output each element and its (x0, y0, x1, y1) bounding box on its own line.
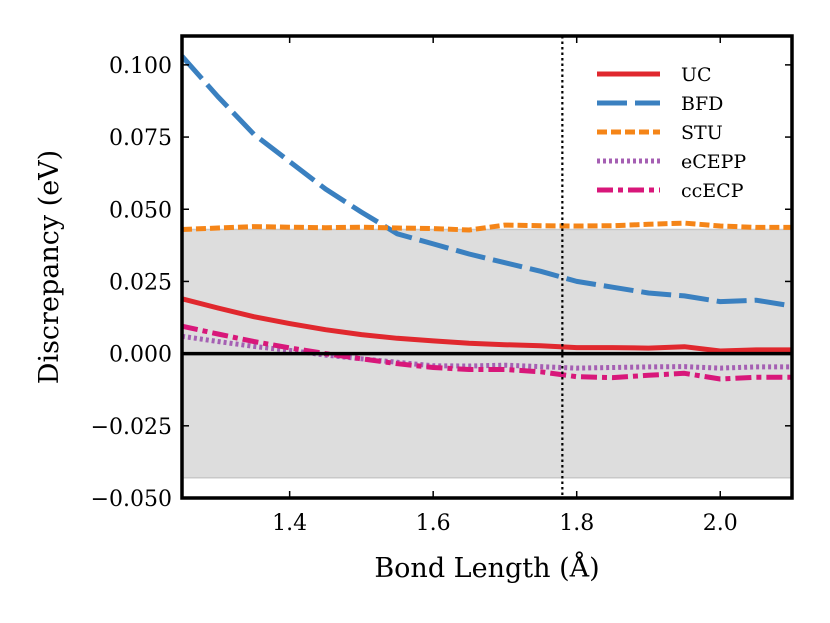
legend-label-stu: STU (681, 122, 723, 144)
legend-label-uc: UC (681, 64, 712, 86)
y-tick-label: 0.000 (109, 343, 172, 368)
y-tick-label: −0.050 (91, 487, 172, 512)
y-axis-label: Discrepancy (eV) (34, 150, 65, 384)
series-line-stu (182, 220, 792, 233)
legend-label-ecepp: eCEPP (681, 151, 746, 173)
series-line-uc (182, 296, 792, 354)
x-tick-label: 1.8 (559, 511, 594, 536)
series-line-bfd (182, 54, 792, 309)
axes: 1.4 1.6 1.8 2.0 −0.050 −0.025 0.000 0.025 0.050 0… (91, 34, 794, 536)
series-line-ecepp (182, 333, 792, 371)
x-axis-label: Bond Length (Å) (374, 551, 599, 584)
y-tick-label: −0.025 (91, 415, 172, 440)
x-tick-label: 1.6 (416, 511, 451, 536)
x-tick-label: 2.0 (703, 511, 738, 536)
legend-label-bfd: BFD (681, 93, 723, 115)
series-line-ccecp (182, 323, 792, 382)
y-tick-label: 0.075 (109, 126, 172, 151)
y-tick-label: 0.100 (109, 54, 172, 79)
y-tick-label: 0.050 (109, 198, 172, 223)
x-tick-label: 1.4 (272, 511, 307, 536)
plot-frame (180, 34, 794, 500)
legend-label-ccecp: ccECP (681, 180, 744, 202)
plot-area (182, 36, 792, 498)
legend: UC BFD STU eCEPP ccECP (597, 64, 746, 202)
y-tick-label: 0.025 (109, 270, 172, 295)
